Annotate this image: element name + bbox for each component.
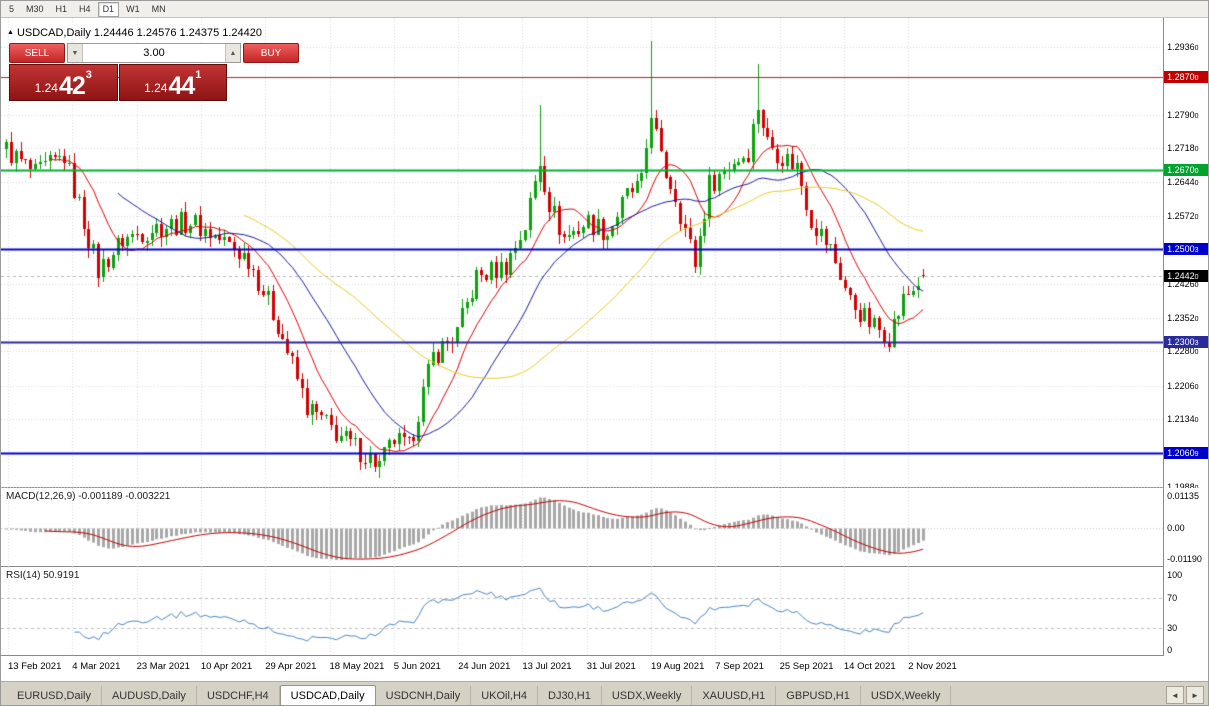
price-level-badge: 1.20609 xyxy=(1164,447,1208,460)
date-axis-label: 13 Feb 2021 xyxy=(8,661,62,672)
chart-tab-audusd-daily[interactable]: AUDUSD,Daily xyxy=(102,686,197,705)
price-axis-label: 1.27900 xyxy=(1167,109,1199,120)
chart-tab-usdchf-h4[interactable]: USDCHF,H4 xyxy=(197,686,280,705)
rsi-axis-label: 70 xyxy=(1167,592,1178,603)
date-axis-label: 13 Jul 2021 xyxy=(522,661,572,672)
chart-tab-ukoil-h4[interactable]: UKOil,H4 xyxy=(471,686,539,705)
volume-increase-icon[interactable]: ▲ xyxy=(225,44,240,62)
main-chart-panel: ▲ USDCAD,Daily 1.24446 1.24576 1.24375 1.2442… xyxy=(1,18,1208,492)
chart-tab-xauusd-h1[interactable]: XAUUSD,H1 xyxy=(692,686,777,705)
chart-open: 1.24446 xyxy=(93,27,134,39)
chart-tabs: EURUSD,Daily AUDUSD,Daily USDCHF,H4 USDCAD,… xyxy=(7,685,952,705)
timeframe-button-w1[interactable]: W1 xyxy=(126,3,140,14)
macd-plot[interactable]: MACD(12,26,9) -0.001189 -0.003221 xyxy=(1,488,1164,567)
price-axis-label: 1.22060 xyxy=(1167,380,1199,391)
buy-price-pips: 44 xyxy=(168,71,195,100)
price-level-badge: 1.24420 xyxy=(1164,270,1208,283)
rsi-canvas[interactable] xyxy=(1,567,1164,656)
chart-close: 1.24420 xyxy=(222,27,262,39)
price-level-badge: 1.28700 xyxy=(1164,71,1208,84)
price-axis-label: 1.27180 xyxy=(1167,143,1199,154)
chart-tabbar: EURUSD,Daily AUDUSD,Daily USDCHF,H4 USDCAD,… xyxy=(1,682,1208,705)
date-axis-label: 29 Apr 2021 xyxy=(265,661,317,672)
rsi-axis-label: 30 xyxy=(1167,623,1178,634)
date-axis-label: 2 Nov 2021 xyxy=(908,661,957,672)
price-axis-label: 1.26440 xyxy=(1167,177,1199,188)
price-level-badge: 1.23003 xyxy=(1164,336,1208,349)
price-axis-label: 1.25720 xyxy=(1167,210,1199,221)
date-axis-label: 18 May 2021 xyxy=(329,661,385,672)
macd-axis-label: -0.01190 xyxy=(1167,554,1202,564)
macd-panel: MACD(12,26,9) -0.001189 -0.003221 0.0113… xyxy=(1,488,1208,567)
tab-scroll-right-icon[interactable]: ► xyxy=(1186,686,1204,704)
timeframe-button-mn[interactable]: MN xyxy=(151,3,166,14)
date-axis-label: 4 Mar 2021 xyxy=(72,661,121,672)
chart-symbol-icon: ▲ xyxy=(7,29,14,36)
buy-price-display[interactable]: 1.24 44 1 xyxy=(118,64,227,101)
time-axis[interactable]: 13 Feb 2021 4 Mar 2021 23 Mar 2021 10 Apr 2… xyxy=(1,656,1208,682)
timeframe-button-d1[interactable]: D1 xyxy=(97,1,120,17)
tab-scroll-left-icon[interactable]: ◄ xyxy=(1166,686,1184,704)
timeframe-button-h1[interactable]: H1 xyxy=(55,3,68,14)
rsi-axis-label: 0 xyxy=(1167,645,1173,655)
chart-tab-usdcnh-daily[interactable]: USDCNH,Daily xyxy=(376,686,472,705)
rsi-axis-label: 100 xyxy=(1167,570,1183,580)
macd-axis: 0.01135 0.00 -0.01190 xyxy=(1163,488,1208,567)
rsi-axis: 100 70 30 0 xyxy=(1163,567,1208,656)
price-axis-label: 1.21340 xyxy=(1167,414,1199,425)
chart-low: 1.24375 xyxy=(179,27,220,39)
one-click-trading-panel: SELL ▼ ▲ BUY 1.24 42 3 1.24 xyxy=(9,43,299,101)
rsi-label: RSI(14) 50.9191 xyxy=(6,570,80,581)
price-level-badge: 1.25003 xyxy=(1164,243,1208,256)
rsi-plot[interactable]: RSI(14) 50.9191 xyxy=(1,567,1164,656)
timeframe-toolbar: 5 M30 H1 H4 D1 W1 MN xyxy=(1,1,1208,18)
price-axis-label: 1.24260 xyxy=(1167,278,1199,289)
tab-scroll-buttons: ◄ ► xyxy=(1166,686,1204,704)
macd-axis-label: 0.00 xyxy=(1167,522,1185,533)
date-axis-label: 23 Mar 2021 xyxy=(136,661,190,672)
macd-label: MACD(12,26,9) -0.001189 -0.003221 xyxy=(6,491,171,502)
buy-button[interactable]: BUY xyxy=(243,43,299,63)
chart-tab-usdx-weekly[interactable]: USDX,Weekly xyxy=(602,686,693,705)
date-axis-label: 7 Sep 2021 xyxy=(715,661,764,672)
date-axis-label: 10 Apr 2021 xyxy=(200,661,253,672)
buy-price-figure: 1.24 xyxy=(144,81,168,95)
price-axis-label: 1.22800 xyxy=(1167,346,1199,357)
sell-price-display[interactable]: 1.24 42 3 xyxy=(9,64,118,101)
sell-button[interactable]: SELL xyxy=(9,43,65,63)
chart-tab-gbpusd-h1[interactable]: GBPUSD,H1 xyxy=(776,686,861,705)
timeframe-button-m30[interactable]: M30 xyxy=(26,3,44,14)
chart-tab-dj30-h1[interactable]: DJ30,H1 xyxy=(538,686,602,705)
price-axis-label: 1.29360 xyxy=(1167,41,1199,52)
chart-header: ▲ USDCAD,Daily 1.24446 1.24576 1.24375 1.2442… xyxy=(7,27,265,39)
price-level-badge: 1.26700 xyxy=(1164,164,1208,177)
date-axis-label: 14 Oct 2021 xyxy=(843,661,896,672)
volume-input[interactable] xyxy=(83,44,225,62)
price-axis-label: 1.23520 xyxy=(1167,313,1199,324)
price-axis[interactable]: 1.29360 1.27900 1.27180 1.26440 1.25720 1.242… xyxy=(1163,18,1208,492)
chart-symbol: USDCAD,Daily xyxy=(16,27,91,39)
macd-canvas[interactable] xyxy=(1,488,1164,567)
date-axis-label: 31 Jul 2021 xyxy=(586,661,636,672)
chart-tab-usdcad-daily[interactable]: USDCAD,Daily xyxy=(279,685,376,705)
sell-price-fraction: 3 xyxy=(85,69,92,81)
volume-decrease-icon[interactable]: ▼ xyxy=(68,44,83,62)
chart-tab-usdx-weekly[interactable]: USDX,Weekly xyxy=(861,686,952,705)
date-axis-label: 19 Aug 2021 xyxy=(651,661,705,672)
buy-price-fraction: 1 xyxy=(195,69,202,81)
date-axis-label: 25 Sep 2021 xyxy=(779,661,834,672)
price-chart-plot[interactable]: ▲ USDCAD,Daily 1.24446 1.24576 1.24375 1.2442… xyxy=(1,18,1164,488)
sell-price-figure: 1.24 xyxy=(34,81,58,95)
timeframe-button-h4[interactable]: H4 xyxy=(79,3,91,14)
chart-high: 1.24576 xyxy=(136,27,177,39)
rsi-panel: RSI(14) 50.9191 100 70 30 0 xyxy=(1,567,1208,656)
macd-axis-label: 0.01135 xyxy=(1167,491,1199,501)
volume-stepper: ▼ ▲ xyxy=(67,43,241,63)
timeframe-button-5[interactable]: 5 xyxy=(9,3,15,14)
date-axis-label: 5 Jun 2021 xyxy=(393,661,441,672)
sell-price-pips: 42 xyxy=(58,71,86,100)
chart-tab-eurusd-daily[interactable]: EURUSD,Daily xyxy=(7,686,102,705)
date-axis-label: 24 Jun 2021 xyxy=(458,661,511,672)
